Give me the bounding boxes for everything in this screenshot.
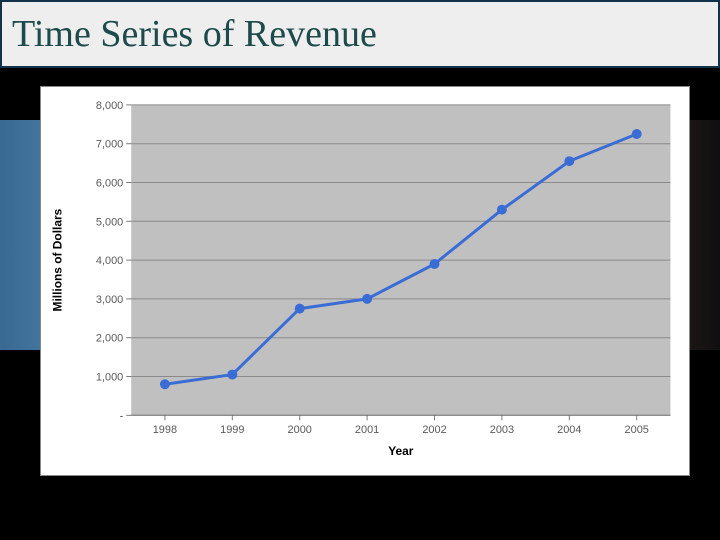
x-tick-label: 2003 [490,424,514,436]
y-tick-label: 5,000 [96,216,123,228]
x-tick-label: 2000 [288,424,312,436]
x-tick-label: 2002 [422,424,446,436]
revenue-line-chart: - 1,000 2,000 3,000 4,000 5,000 6,000 7,000 8,00… [41,87,689,475]
x-tick-label: 2001 [355,424,379,436]
y-tick-label: 6,000 [96,177,123,189]
y-tick-label: - [120,410,124,422]
x-tick-labels: 1998 1999 2000 2001 2002 2003 2004 2005 [153,415,649,436]
x-tick-label: 2004 [557,424,581,436]
data-marker [227,370,237,380]
y-tick-label: 1,000 [96,371,123,383]
y-tick-label: 3,000 [96,294,123,306]
data-marker [564,156,574,166]
y-tick-label: 2,000 [96,333,123,345]
title-bar: Time Series of Revenue [0,0,720,68]
data-marker [295,304,305,314]
data-marker [362,294,372,304]
y-tick-label: 4,000 [96,255,123,267]
data-marker [497,205,507,215]
y-tick-labels: - 1,000 2,000 3,000 4,000 5,000 6,000 7,000 8,00… [96,100,131,422]
slide-title: Time Series of Revenue [12,12,377,56]
slide: Time Series of Revenue - 1,000 2,000 3,000 4… [0,0,720,540]
y-tick-label: 7,000 [96,139,123,151]
chart-panel: - 1,000 2,000 3,000 4,000 5,000 6,000 7,000 8,00… [40,86,690,476]
x-tick-label: 1998 [153,424,177,436]
y-axis-label: Millions of Dollars [51,208,65,311]
data-marker [632,129,642,139]
x-tick-label: 2005 [625,424,649,436]
data-marker [430,259,440,269]
x-tick-label: 1999 [220,424,244,436]
y-tick-label: 8,000 [96,100,123,112]
x-axis-label: Year [388,444,414,458]
data-marker [160,379,170,389]
